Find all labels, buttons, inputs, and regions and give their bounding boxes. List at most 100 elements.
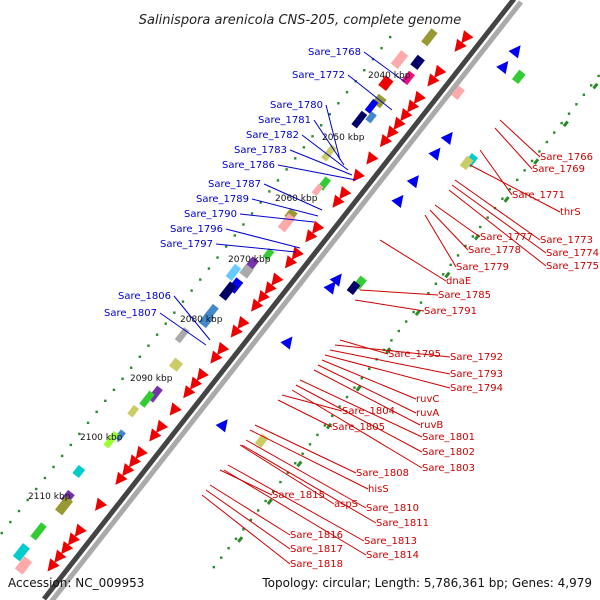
tick-mark [266, 498, 273, 505]
gene-label-right: Sare_1816 [290, 530, 343, 541]
gene-box [421, 28, 438, 47]
leader-line-right [254, 424, 357, 474]
tick-dot [302, 146, 306, 149]
gene-label-right: Sare_1808 [356, 468, 409, 479]
reverse-gene [323, 281, 336, 295]
tick-dot [95, 410, 98, 414]
tick-dot [530, 159, 534, 163]
tick-mark [414, 309, 421, 317]
gene-label-left: Sare_1789 [196, 194, 249, 205]
gene-box [262, 247, 275, 261]
gene-box [139, 390, 155, 408]
forward-gene [332, 194, 345, 208]
tick-dot [17, 509, 21, 513]
gene-box [410, 54, 425, 70]
forward-gene [413, 90, 426, 104]
backbone-line [42, 0, 516, 600]
leader-line-right [354, 299, 425, 312]
forward-gene [54, 549, 67, 563]
tick-dot [285, 168, 288, 171]
gene-label-left: Sare_1768 [308, 47, 361, 58]
leader-line-right [494, 127, 533, 170]
tick-dot [337, 102, 340, 105]
tick-dot [508, 188, 512, 191]
tick-dot [242, 223, 245, 226]
leader-line-right [205, 489, 291, 550]
gene-box [390, 50, 409, 70]
gene-label-right: Sare_1802 [422, 447, 475, 458]
gene-label-right: Sare_1805 [332, 422, 385, 433]
leader-line-right [321, 359, 417, 400]
gene-box [459, 155, 474, 171]
leader-line-right [277, 399, 333, 428]
leader-line-right [451, 184, 547, 254]
gene-box [219, 281, 237, 301]
gene-box [321, 144, 337, 162]
tick-dot [249, 518, 253, 522]
tick-dot [371, 57, 375, 61]
tick-mark [592, 82, 599, 90]
gene-label-right: Sare_1791 [424, 306, 477, 317]
leader-line-right [281, 394, 343, 412]
tick-dot [338, 405, 341, 408]
tick-dot [181, 300, 185, 303]
tick-dot [129, 366, 133, 369]
gene-label-right: Sare_1817 [290, 544, 343, 555]
feature-layer [12, 28, 526, 575]
tick-mark [503, 196, 510, 203]
tick-dot [442, 273, 445, 276]
gene-label-left: Sare_1796 [170, 224, 223, 235]
tick-dot [412, 310, 415, 314]
topology-text: Topology: circular; Length: 5,786,361 bp… [261, 576, 592, 590]
leader-line-right [299, 379, 423, 438]
tick-dot [419, 301, 423, 304]
forward-gene [128, 454, 142, 468]
gene-label-right: Sare_1793 [450, 369, 503, 380]
tick-dot [199, 278, 202, 281]
tick-dot [388, 35, 392, 39]
tick-mark [533, 158, 540, 165]
gene-label-left: Sare_1781 [258, 115, 311, 126]
tick-dot [286, 471, 290, 474]
forward-gene [189, 376, 203, 390]
leader-line-left [277, 164, 357, 181]
tick-dot [545, 140, 549, 144]
tick-mark [296, 460, 303, 468]
forward-gene [284, 255, 298, 269]
leader-line-right [223, 469, 367, 556]
forward-gene [237, 315, 250, 329]
forward-gene [217, 341, 230, 355]
tick-dot [380, 46, 383, 50]
tick-dot [516, 178, 519, 182]
tick-dot [43, 476, 47, 480]
tick-dot [294, 462, 297, 465]
tick-dot [0, 531, 3, 535]
tick-dot [464, 244, 467, 248]
tick-dot [567, 112, 571, 115]
gene-box [169, 357, 184, 372]
forward-gene [427, 73, 440, 87]
leader-line-left [215, 243, 297, 253]
leader-line-right [291, 389, 423, 469]
gene-label-right: Sare_1774 [546, 248, 599, 259]
forward-gene [74, 523, 87, 537]
leader-line-right [245, 439, 367, 509]
tick-dot [449, 263, 452, 267]
tick-dot [276, 179, 280, 182]
leader-line-right [201, 494, 291, 565]
tick-dot [486, 216, 489, 219]
forward-gene [339, 185, 352, 200]
tick-layer [0, 35, 600, 569]
tick-dot [155, 333, 159, 336]
tick-dot [242, 528, 245, 531]
gene-label-right: Sare_1815 [272, 490, 325, 501]
tick-dot [597, 74, 600, 78]
reverse-gene [496, 61, 509, 75]
reverse-gene [440, 131, 453, 146]
kbp-label: 2050 kbp [322, 133, 365, 143]
gene-label-right: Sare_1801 [422, 432, 475, 443]
gene-box [174, 327, 190, 344]
tick-dot [360, 377, 364, 380]
leader-line-right [209, 484, 291, 536]
